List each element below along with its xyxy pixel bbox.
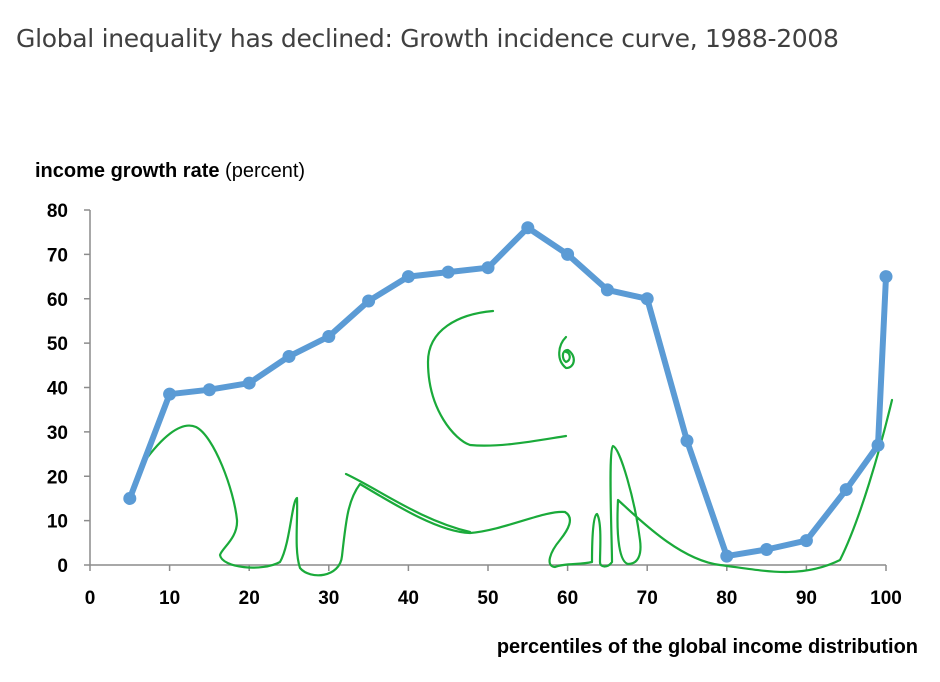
data-point [799, 534, 813, 548]
data-point [202, 383, 216, 397]
x-tick-label: 60 [557, 588, 578, 609]
data-point [242, 376, 256, 390]
elephant-eye [558, 335, 575, 370]
series-line [126, 224, 889, 560]
elephant-ear-outline [426, 309, 568, 447]
y-axis-label: income growth rate (percent) [35, 160, 305, 183]
x-tick-label: 80 [716, 588, 737, 609]
y-tick-label: 50 [47, 334, 68, 355]
elephant-annotation [142, 309, 894, 577]
x-tick-label: 90 [796, 588, 817, 609]
x-tick-label: 100 [870, 588, 902, 609]
data-point [680, 434, 694, 448]
data-point [720, 549, 734, 563]
y-tick-label: 30 [47, 423, 68, 444]
data-point [163, 387, 177, 401]
y-tick-label: 0 [57, 556, 68, 577]
data-point [441, 265, 455, 279]
x-tick-label: 70 [637, 588, 658, 609]
data-point [871, 438, 885, 452]
data-point [282, 349, 296, 363]
data-point [322, 329, 336, 343]
data-point [123, 491, 137, 505]
y-tick-label: 70 [47, 245, 68, 266]
y-tick-label: 60 [47, 290, 68, 311]
y-axis-label-bold: income growth rate [35, 160, 220, 182]
x-tick-label: 20 [239, 588, 260, 609]
y-tick-label: 40 [47, 379, 68, 400]
y-tick-label: 20 [47, 467, 68, 488]
data-point [521, 221, 535, 235]
y-tick-label: 80 [47, 201, 68, 222]
elephant-body-outline [142, 398, 894, 577]
data-point [839, 483, 853, 497]
data-point [760, 542, 774, 556]
data-point [640, 292, 654, 306]
x-tick-label: 30 [318, 588, 339, 609]
data-point [879, 270, 893, 284]
x-tick-label: 40 [398, 588, 419, 609]
y-tick-label: 10 [47, 512, 68, 533]
data-point [481, 261, 495, 275]
data-point [600, 283, 614, 297]
x-tick-label: 0 [85, 588, 96, 609]
y-axis-label-unit: (percent) [225, 160, 306, 182]
data-point [561, 247, 575, 261]
page-title: Global inequality has declined: Growth i… [16, 24, 839, 53]
elephant-trunk-outline [344, 472, 472, 534]
x-axis-label: percentiles of the global income distrib… [496, 636, 918, 658]
x-tick-label: 50 [477, 588, 498, 609]
axes-group: 0 10 20 30 40 50 60 70 80 0 10 20 30 40 50 60 70 80 90 100 [47, 201, 902, 609]
x-tick-label: 10 [159, 588, 180, 609]
series-group [123, 221, 893, 563]
data-point [362, 294, 376, 308]
data-point [401, 270, 415, 284]
